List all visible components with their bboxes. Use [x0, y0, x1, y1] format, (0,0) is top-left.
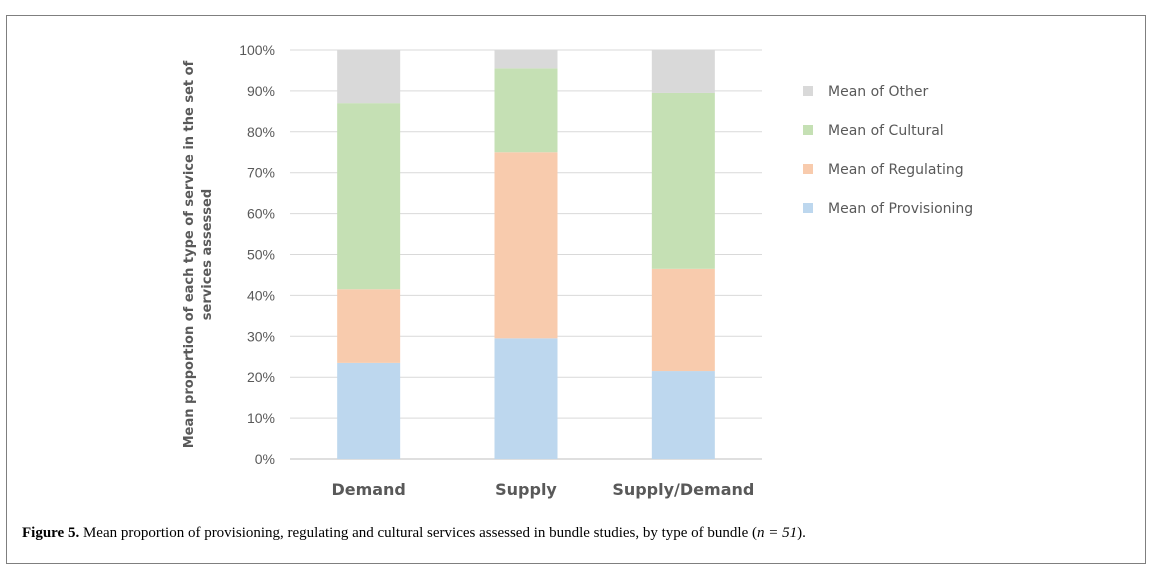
- caption-text: Mean proportion of provisioning, regulat…: [79, 525, 757, 541]
- x-category-label: Demand: [331, 480, 405, 499]
- bar-segment: [337, 362, 401, 459]
- legend-label: Mean of Regulating: [828, 162, 964, 178]
- y-tick-label: 10%: [247, 410, 275, 426]
- bar-segment: [651, 268, 715, 372]
- bar-segment: [651, 92, 715, 269]
- legend-swatch: [803, 164, 813, 174]
- legend-label: Mean of Cultural: [828, 123, 944, 139]
- legend-swatch: [803, 203, 813, 213]
- x-category-labels: Demand Supply Supply/Demand: [331, 480, 754, 499]
- y-axis-label: Mean proportion of each type of service …: [182, 60, 215, 448]
- legend-swatch: [803, 125, 813, 135]
- x-category-label: Supply/Demand: [612, 480, 754, 499]
- legend-swatch: [803, 86, 813, 96]
- bar-segment: [494, 50, 558, 69]
- caption-math: n = 51: [757, 525, 798, 541]
- legend-label: Mean of Provisioning: [828, 201, 973, 217]
- caption-label: Figure 5.: [22, 525, 80, 541]
- y-tick-label: 40%: [247, 287, 275, 303]
- bar-segment: [337, 289, 401, 363]
- figure-frame: [6, 15, 1146, 564]
- legend-label: Mean of Other: [828, 84, 929, 100]
- figure-caption: Figure 5. Mean proportion of provisionin…: [22, 525, 806, 542]
- y-tick-label: 70%: [247, 165, 275, 181]
- bar-segment: [651, 50, 715, 93]
- y-axis-label-line: Mean proportion of each type of service …: [182, 60, 197, 448]
- y-tick-label: 0%: [255, 451, 275, 467]
- bar-segment: [494, 68, 558, 153]
- bar-segment: [337, 103, 401, 290]
- y-axis-label-line: services assessed: [200, 189, 215, 320]
- bar-segment: [337, 50, 401, 104]
- y-tick-label: 80%: [247, 124, 275, 140]
- caption-end: ).: [797, 525, 806, 541]
- bar-segment: [651, 371, 715, 459]
- y-tick-label: 60%: [247, 206, 275, 222]
- legend: Mean of Other Mean of Cultural Mean of Reg…: [803, 84, 973, 217]
- y-tick-labels: 0% 10% 20% 30% 40% 50% 60% 70% 80% 90% 100%: [239, 42, 275, 467]
- y-tick-label: 100%: [239, 42, 275, 58]
- y-tick-label: 30%: [247, 328, 275, 344]
- y-tick-label: 50%: [247, 247, 275, 263]
- bars: [337, 50, 715, 459]
- y-tick-label: 90%: [247, 83, 275, 99]
- y-tick-label: 20%: [247, 369, 275, 385]
- x-category-label: Supply: [495, 480, 557, 499]
- bar-segment: [494, 338, 558, 459]
- bar-segment: [494, 152, 558, 339]
